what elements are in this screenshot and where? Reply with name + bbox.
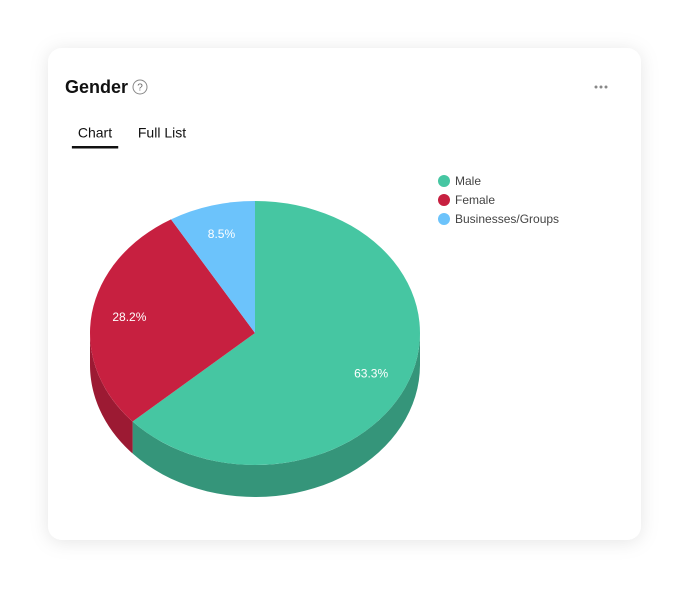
- pie-slice: [132, 201, 421, 466]
- legend-label: Female: [455, 193, 495, 207]
- pie-side: [132, 333, 420, 497]
- legend-swatch: [438, 194, 450, 206]
- legend-swatch: [438, 175, 450, 187]
- help-icon[interactable]: [132, 79, 148, 95]
- tab[interactable]: Chart: [78, 125, 112, 141]
- pie-slice: [171, 201, 255, 333]
- card-title: Gender: [65, 77, 128, 97]
- data-label: 63.3%: [354, 366, 388, 380]
- tab-underline: [71, 146, 119, 149]
- legend-swatch: [438, 213, 450, 225]
- tab[interactable]: Full List: [138, 125, 186, 141]
- help-text[interactable]: ?: [137, 83, 143, 94]
- legend-label: Male: [455, 174, 481, 188]
- pie-slice: [90, 219, 256, 422]
- menu-button[interactable]: [594, 85, 608, 89]
- data-label: 28.2%: [112, 310, 146, 324]
- data-label: 8.5%: [208, 227, 236, 241]
- legend-label: Businesses/Groups: [455, 212, 559, 226]
- pie-side: [90, 333, 133, 454]
- pie-chart: 63.3% 28.2% 8.5% Male Female Businesses/Group…: [90, 174, 559, 497]
